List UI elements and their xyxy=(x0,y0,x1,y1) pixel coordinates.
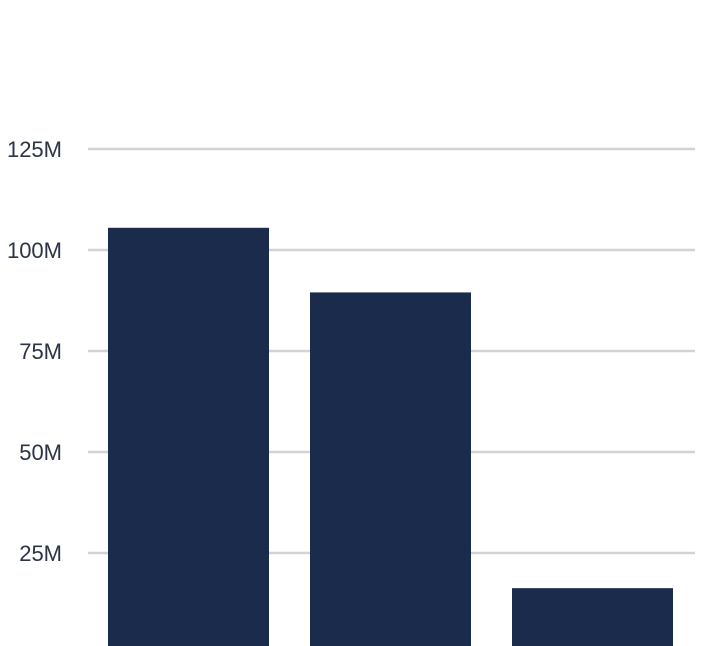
y-tick-label: 100M xyxy=(7,238,62,263)
bar-1 xyxy=(108,227,269,646)
y-tick-label: 125M xyxy=(7,137,62,162)
y-tick-label: 75M xyxy=(19,339,62,364)
bars xyxy=(108,227,673,646)
y-tick-label: 25M xyxy=(19,541,62,566)
y-tick-label: 50M xyxy=(19,440,62,465)
y-axis-tick-labels: 25M 50M 75M 100M 125M xyxy=(7,137,62,566)
bar-3 xyxy=(512,588,673,646)
bar-2 xyxy=(310,292,471,646)
